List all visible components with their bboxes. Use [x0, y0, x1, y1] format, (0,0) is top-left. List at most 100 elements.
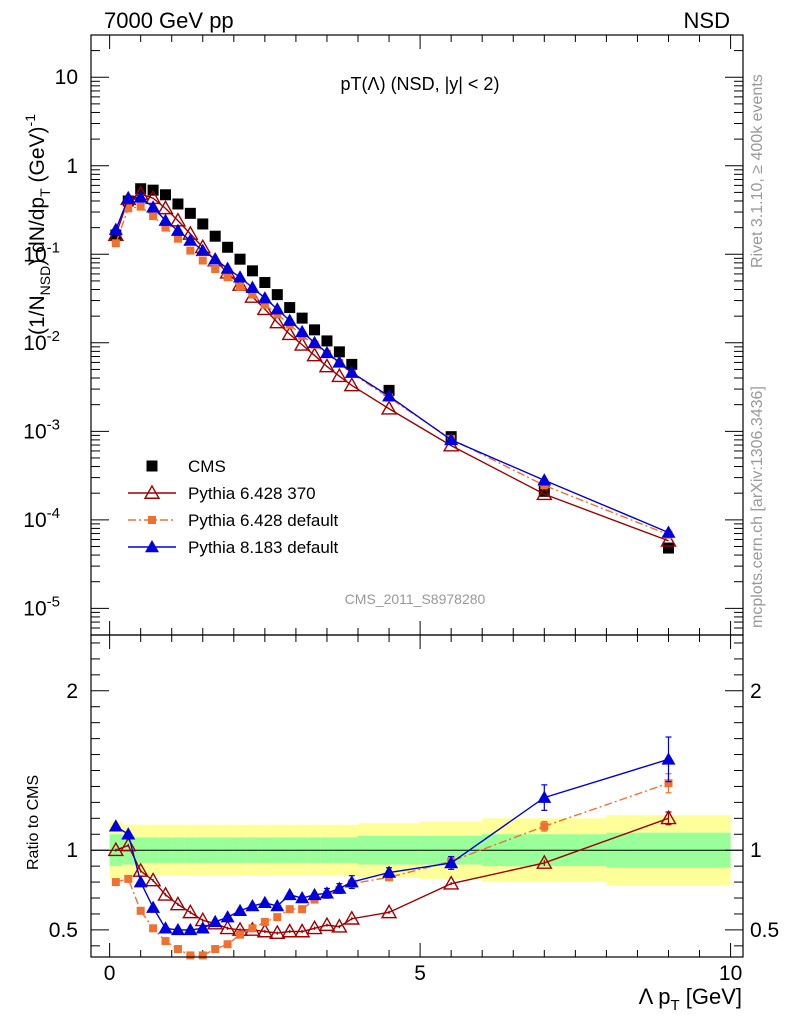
ratio-point: [236, 930, 245, 939]
data-point: [172, 198, 184, 210]
ratio-point: [537, 790, 552, 803]
y-tick-label: 10-1: [23, 239, 60, 266]
data-point: [124, 204, 133, 213]
mcplots-info-text: mcplots.cern.ch [arXiv:1306.3436]: [749, 386, 766, 628]
analysis-watermark: CMS_2011_S8978280: [345, 591, 486, 607]
ratio-point: [256, 923, 274, 938]
ratio-point: [170, 922, 185, 936]
ratio-point: [332, 881, 347, 894]
data-point: [186, 246, 195, 255]
data-point: [270, 302, 285, 315]
legend-label: Pythia 8.183 default: [188, 538, 339, 557]
ratio-point: [307, 887, 322, 901]
ratio-point: [183, 922, 198, 936]
ratio-point: [664, 779, 673, 788]
data-point: [296, 312, 308, 324]
data-point: [271, 289, 283, 301]
ratio-y-tick-label-right: 2: [750, 680, 762, 703]
ratio-point: [198, 951, 207, 960]
data-point: [319, 345, 334, 359]
data-point: [246, 265, 258, 277]
y-tick-label: 10-3: [23, 416, 60, 443]
legend-item: Pythia 6.428 370: [128, 484, 316, 503]
data-point: [259, 276, 271, 288]
ratio-point: [120, 837, 137, 852]
ratio-point: [157, 886, 174, 901]
ratio-series-pythia-8-183-default: [108, 736, 676, 936]
ratio-point: [108, 819, 123, 832]
ratio-point: [136, 906, 145, 915]
data-point: [121, 191, 136, 204]
ratio-point: [661, 752, 676, 765]
data-point: [269, 313, 286, 329]
legend-label: Pythia 6.428 default: [188, 511, 339, 530]
ratio-point: [444, 855, 459, 869]
ratio-point: [173, 945, 182, 954]
series-line: [115, 196, 669, 534]
data-point: [333, 346, 345, 358]
data-point: [111, 239, 120, 248]
rivet-info-text: Rivet 3.1.10, ≥ 400k events: [749, 74, 766, 268]
legend-label: CMS: [188, 457, 226, 476]
ratio-point: [282, 887, 297, 901]
data-point: [537, 473, 552, 486]
x-tick-label: 5: [414, 962, 426, 985]
ratio-y-tick-label: 0.5: [49, 919, 78, 942]
data-point: [295, 324, 310, 338]
y-tick-label: 10-4: [23, 505, 60, 532]
ratio-point: [169, 895, 187, 911]
ratio-point: [245, 898, 260, 912]
data-point: [331, 367, 348, 383]
data-point: [133, 190, 148, 203]
ratio-y-tick-label-right: 1: [750, 839, 762, 862]
main-spectrum-panel: [91, 34, 743, 635]
data-point: [306, 347, 323, 362]
main-plot-title: pT(Λ) (NSD, |y| < 2): [341, 74, 500, 94]
data-point: [173, 234, 182, 243]
ratio-point: [281, 923, 298, 938]
data-point: [135, 183, 147, 195]
data-point: [220, 261, 235, 274]
ratio-point: [248, 924, 257, 933]
data-point: [309, 324, 321, 336]
data-point: [222, 241, 234, 253]
ratio-point: [233, 903, 248, 917]
data-point: [248, 290, 257, 299]
x-tick-label: 0: [104, 962, 116, 985]
ratio-point: [219, 919, 236, 935]
data-point: [281, 325, 298, 341]
ratio-series-line: [115, 758, 669, 931]
ratio-point: [211, 945, 220, 954]
data-point: [236, 282, 245, 291]
data-point: [184, 207, 196, 219]
ratio-point: [111, 878, 120, 887]
ratio-point: [161, 937, 170, 946]
data-point: [209, 230, 221, 242]
data-point: [332, 355, 347, 368]
ratio-point: [298, 905, 307, 914]
ratio-point: [269, 924, 286, 940]
ratio-point: [306, 919, 323, 935]
ratio-point: [331, 918, 348, 933]
data-point: [170, 223, 185, 236]
ratio-point: [319, 886, 334, 899]
ratio-point: [343, 910, 361, 925]
ratio-y-axis-label: Ratio to CMS: [25, 775, 42, 870]
bottom-frame: [90, 634, 744, 958]
data-point: [195, 243, 210, 256]
data-point: [344, 365, 359, 378]
ratio-point: [257, 895, 272, 909]
ratio-point: [536, 854, 553, 869]
data-point: [136, 202, 145, 211]
ratio-point: [260, 917, 269, 926]
svg-text:(1/NNSD) dN/dpT (GeV)-1: (1/NNSD) dN/dpT (GeV)-1: [22, 114, 53, 335]
data-point: [662, 542, 674, 554]
data-point: [198, 256, 207, 265]
data-point: [208, 252, 223, 265]
ratio-point: [124, 874, 133, 883]
header-left-label: 7000 GeV pp: [104, 8, 234, 33]
data-point: [343, 377, 361, 392]
ratio-panel: [91, 635, 743, 960]
ratio-point: [195, 921, 210, 934]
